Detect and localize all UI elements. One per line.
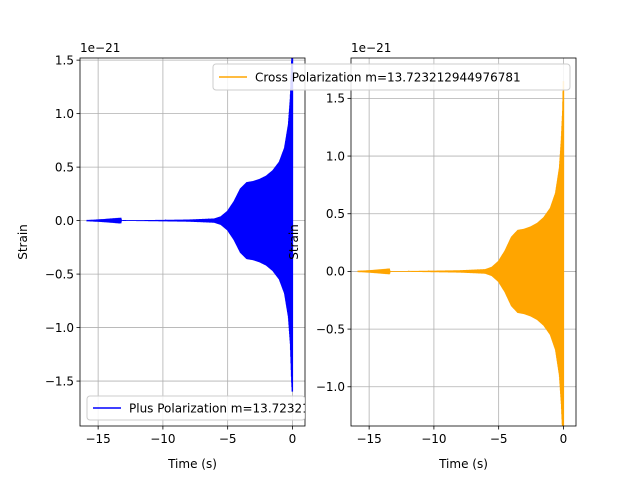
y-tick-label: −1.5 [45,374,74,388]
y-tick-label: −1.0 [316,380,345,394]
x-axis-label: Time (s) [438,457,488,471]
y-tick-label: 0.5 [326,207,345,221]
legend-2: Cross Polarization m=13.723212944976781 [212,63,571,91]
chart-panel-2: −15 −10 −5 0 −1.0 −0.5 0.0 0.5 1.0 1.5 1e−21 Time (… [287,41,577,471]
y-tick-label: −0.5 [316,322,345,336]
x-tick-label: 0 [289,432,297,446]
x-tick-label: −15 [85,432,110,446]
legend-1: Plus Polarization m=13.723212944976781 [86,395,386,421]
y-tick-label: 1.0 [55,107,74,121]
legend-clipped: Plus Polarization m=13.723212944976781 [86,395,386,421]
y-tick-label: 1.5 [55,53,74,67]
x-tick-label: −10 [150,432,175,446]
offset-label: 1e−21 [80,41,120,55]
legend-box [86,395,305,421]
y-tick-label: 0.0 [326,265,345,279]
legend-label: Cross Polarization m=13.723212944976781 [255,70,521,84]
y-axis-label: Strain [16,224,30,260]
axes-frame [79,57,306,427]
y-tick-label: 1.0 [326,149,345,163]
x-tick-label: −10 [421,432,446,446]
y-tick-label: −0.5 [45,267,74,281]
x-tick-label: 0 [560,432,568,446]
series-line-1 [86,58,294,392]
legend-box [212,63,571,91]
series-line-1 [357,81,565,426]
x-tick-label: −5 [219,432,237,446]
x-tick-label: −5 [490,432,508,446]
x-tick-label: −15 [356,432,381,446]
y-tick-label: 0.0 [55,214,74,228]
axes-frame [350,57,577,427]
x-axis-label: Time (s) [167,457,217,471]
chart-panel-1: −15 −10 −5 0 −1.5 −1.0 −0.5 0.0 0.5 1.0 1.5 1e−21 Ti… [16,41,306,471]
y-tick-label: −1.0 [45,321,74,335]
offset-label: 1e−21 [351,41,391,55]
legend-label: Plus Polarization m=13.723212944976781 [129,401,386,415]
y-tick-label: 1.5 [326,92,345,106]
y-axis-label: Strain [287,224,301,260]
y-tick-label: 0.5 [55,160,74,174]
